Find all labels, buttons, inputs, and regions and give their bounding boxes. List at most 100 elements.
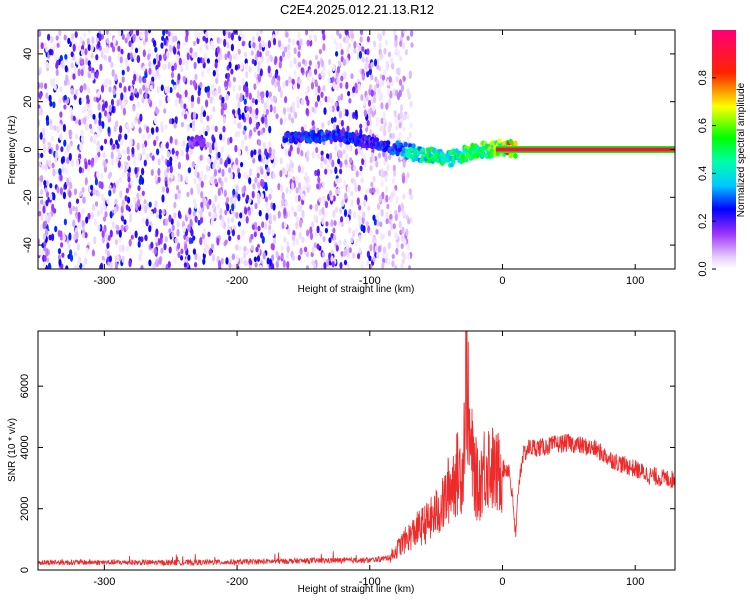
spectrogram-noise-dot [361,158,365,166]
spectrogram-noise-dot [97,209,101,217]
spectrogram-noise-dot [100,181,104,190]
spectrogram-noise-dot [241,77,245,84]
spectrogram-noise-dot [340,119,344,127]
spectrogram-noise-dot [111,105,115,114]
spectrogram-noise-dot [98,118,102,127]
spectrogram-noise-dot [110,98,115,106]
spectrogram-noise-dot [232,76,236,83]
spectrogram-noise-dot [154,175,158,182]
spectrogram-noise-dot [129,30,134,35]
spectrogram-noise-dot [75,206,79,213]
spectrogram-ridge-dot [427,158,432,164]
spectrogram-noise-dot [214,125,218,133]
spectrogram-noise-dot [190,94,195,103]
spectrogram-noise [38,30,414,269]
spectrogram-noise-dot [376,63,380,70]
spectrogram-noise-dot [234,262,239,269]
spectrogram-noise-dot [339,42,343,51]
spectrogram-noise-dot [320,155,324,162]
spectrogram-noise-dot [42,137,46,145]
spectrogram-noise-dot [91,249,95,257]
spectrogram-noise-dot [197,31,201,39]
spectrogram-noise-dot [369,229,373,237]
spectrogram-noise-dot [116,224,120,231]
spectrogram-noise-dot [44,82,48,90]
spectrogram-noise-dot [41,163,45,170]
spectrogram-noise-dot [75,198,80,204]
colorbar-label: Normalized spectral amplitude [736,82,747,217]
spectrogram-noise-dot [249,129,253,137]
spectrogram-noise-dot [366,120,370,127]
spectrogram-noise-dot [279,117,283,126]
spectrogram-noise-dot [237,172,241,179]
spectrogram-noise-dot [124,195,128,202]
snr-series [38,331,675,567]
spectrogram-noise-dot [238,84,242,91]
spectrogram-noise-dot [128,215,133,223]
spectrogram-noise-dot [121,76,125,83]
spectrogram-noise-dot [227,158,231,165]
snr-frame [37,330,676,571]
spectrogram-noise-dot [362,153,367,161]
spectrogram-noise-dot [230,68,234,75]
spectrogram-noise-dot [288,150,292,157]
spectrogram-noise-dot [266,167,270,173]
spectrogram-x-tick-label: -200 [226,275,248,287]
spectrogram-noise-dot [101,230,105,238]
spectrogram-noise-dot [219,207,223,216]
spectrogram-noise-dot [126,65,130,73]
spectrogram-noise-dot [174,98,178,107]
spectrogram-noise-dot [184,243,188,252]
spectrogram-noise-dot [80,135,85,143]
spectrogram-noise-dot [244,207,248,215]
spectrogram-noise-dot [322,251,326,258]
spectrogram-noise-dot [180,102,184,109]
spectrogram-noise-dot [293,47,297,55]
spectrogram-noise-dot [268,140,272,148]
spectrogram-noise-dot [402,193,406,200]
spectrogram-ridge-dot [201,140,206,146]
spectrogram-noise-dot [58,258,62,266]
spectrogram-noise-dot [96,132,100,138]
spectrogram-noise-dot [121,149,125,155]
spectrogram-noise-dot [385,211,389,219]
spectrogram-noise-dot [87,73,92,79]
spectrogram-noise-dot [298,219,303,228]
spectrogram-noise-dot [177,175,181,183]
spectrogram-noise-dot [225,30,229,35]
spectrogram-noise-dot [162,30,166,37]
spectrogram-ridge-dot [463,157,469,163]
spectrogram-noise-dot [359,30,364,36]
spectrogram-noise-dot [144,234,148,242]
spectrogram-noise-dot [165,186,170,194]
spectrogram-noise-dot [38,161,42,168]
spectrogram-noise-dot [103,160,107,168]
spectrogram-noise-dot [109,211,113,219]
spectrogram-noise-dot [264,101,268,110]
spectrogram-noise-dot [173,201,177,209]
spectrogram-noise-dot [70,62,74,69]
spectrogram-noise-dot [55,150,59,159]
spectrogram-noise-dot [120,48,124,55]
spectrogram-noise-dot [134,88,138,94]
spectrogram-noise-dot [74,118,78,125]
spectrogram-noise-dot [281,198,285,207]
spectrogram-noise-dot [393,110,397,118]
spectrogram-noise-dot [68,201,72,209]
spectrogram-noise-dot [289,187,293,194]
spectrogram-noise-dot [271,229,275,236]
spectrogram-noise-dot [176,220,180,228]
spectrogram-noise-dot [332,227,336,234]
spectrogram-noise-dot [216,203,221,210]
spectrogram-ridge-dot [395,140,400,146]
spectrogram-y-tick-label: -20 [22,189,34,205]
spectrogram-noise-dot [341,108,346,116]
spectrogram-noise-dot [56,186,60,194]
spectrogram-noise-dot [402,41,406,50]
spectrogram-noise-dot [167,180,171,186]
spectrogram-noise-dot [40,224,44,232]
spectrogram-noise-dot [206,141,210,148]
spectrogram-noise-dot [56,59,60,66]
spectrogram-noise-dot [354,148,358,156]
